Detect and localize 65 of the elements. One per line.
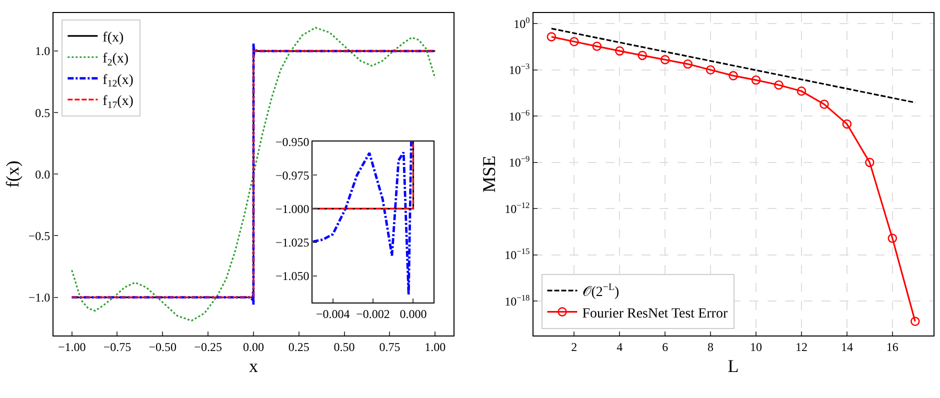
x-tick-label: 0.00 bbox=[242, 340, 264, 354]
point bbox=[638, 50, 648, 60]
y-tick-label: 10$^{−9}$ bbox=[508, 154, 530, 170]
legend-label: Fourier ResNet Test Error bbox=[582, 306, 728, 322]
y-tick-label: −1.025 bbox=[275, 235, 310, 250]
y-tick-label: 0.5 bbox=[35, 106, 50, 120]
x-axis-title: L bbox=[728, 356, 739, 376]
x-tick-label: 0.000 bbox=[400, 307, 427, 322]
x-tick-label: 12 bbox=[795, 340, 808, 354]
x-tick-label: 4 bbox=[616, 340, 623, 354]
legend-label: f$_{2}$(x) bbox=[102, 52, 129, 69]
x-tick-label: 14 bbox=[840, 340, 853, 354]
x-tick-label: 8 bbox=[708, 340, 714, 354]
x-tick-label: −0.75 bbox=[103, 340, 132, 354]
point bbox=[751, 75, 761, 85]
point bbox=[910, 316, 920, 326]
y-tick-label: 10$^{−6}$ bbox=[508, 108, 530, 124]
point bbox=[614, 46, 624, 56]
point bbox=[842, 119, 852, 129]
point bbox=[570, 36, 579, 46]
y-tick-label: −0.975 bbox=[275, 168, 310, 182]
y-tick-label: 10$^{−15}$ bbox=[504, 247, 530, 262]
y-tick-label: 0.0 bbox=[35, 167, 50, 182]
x-tick-label: 1.00 bbox=[424, 340, 446, 354]
y-axis-title: MSE bbox=[478, 156, 499, 193]
point bbox=[592, 42, 602, 51]
x-axis-title: x bbox=[248, 356, 258, 376]
line-series bbox=[312, 142, 412, 296]
point bbox=[728, 71, 738, 80]
x-tick-label: 0.50 bbox=[334, 340, 355, 354]
point bbox=[820, 100, 829, 109]
point bbox=[683, 59, 692, 69]
x-tick-label: 16 bbox=[886, 340, 898, 354]
y-tick-label: 1.0 bbox=[35, 44, 50, 58]
y-tick-label: 10$^{−18}$ bbox=[504, 293, 530, 308]
x-tick-label: −0.25 bbox=[194, 340, 222, 354]
point bbox=[774, 80, 784, 90]
legend-label: 𝒪(2$^{−L}$) bbox=[582, 282, 620, 300]
point bbox=[660, 55, 670, 64]
x-tick-label: −0.004 bbox=[316, 307, 350, 322]
y-tick-label: 10$^{−3}$ bbox=[508, 62, 530, 78]
x-tick-label: 2 bbox=[571, 340, 578, 354]
point bbox=[865, 158, 874, 168]
y-tick-label: 10$^{0}$ bbox=[514, 16, 530, 31]
y-tick-label: −0.5 bbox=[28, 228, 50, 243]
x-tick-label: −0.50 bbox=[148, 340, 177, 354]
point bbox=[546, 32, 556, 42]
y-tick-label: −1.000 bbox=[275, 202, 310, 216]
legend-label: f$_{17}$(x) bbox=[102, 94, 134, 111]
point bbox=[706, 65, 716, 75]
x-tick-label: 10 bbox=[750, 340, 762, 354]
y-tick-label: −1.0 bbox=[28, 290, 50, 304]
x-tick-label: 0.25 bbox=[288, 340, 310, 354]
x-tick-label: −1.00 bbox=[58, 340, 86, 354]
x-tick-label: 6 bbox=[662, 340, 668, 354]
point bbox=[796, 86, 806, 96]
y-tick-label: −1.050 bbox=[275, 269, 310, 284]
legend-label: f$_{12}$(x) bbox=[102, 72, 134, 90]
legend-label: f(x) bbox=[102, 30, 124, 46]
y-tick-label: 10$^{−12}$ bbox=[504, 200, 530, 216]
point bbox=[888, 234, 898, 243]
x-tick-label: 0.75 bbox=[379, 340, 400, 354]
y-tick-label: −0.950 bbox=[275, 134, 310, 149]
y-axis-title: f(x) bbox=[2, 160, 23, 188]
x-tick-label: −0.002 bbox=[356, 307, 390, 322]
